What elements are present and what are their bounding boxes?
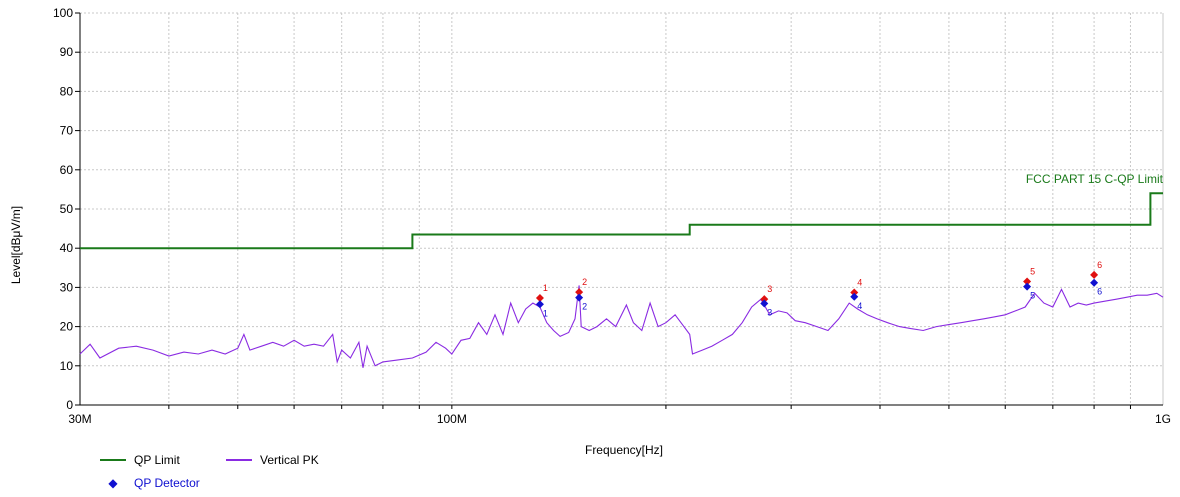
axes: 0 10 20 30 40 50 60 70 80 90 100 30M 100M 1G	[53, 6, 1171, 426]
peak-marker-label: 2	[582, 277, 587, 287]
y-axis-label: Level[dBμV/m]	[9, 206, 23, 284]
peak-marker-label: 4	[857, 277, 862, 287]
x-tick-label: 100M	[437, 412, 467, 426]
qp-detector-marker	[1090, 278, 1099, 287]
y-tick-label: 60	[60, 163, 74, 177]
x-tick-label: 1G	[1155, 412, 1171, 426]
peak-marker	[1090, 270, 1099, 279]
x-axis-label: Frequency[Hz]	[585, 443, 663, 457]
qp-detector-marker	[760, 299, 769, 308]
y-tick-label: 20	[60, 320, 74, 334]
diamond-icon: ◆	[108, 476, 118, 490]
qp-marker-label: 1	[543, 308, 548, 318]
peak-marker	[850, 288, 859, 297]
qp-marker-label: 5	[1030, 291, 1035, 301]
qp-marker-label: 4	[857, 301, 862, 311]
grid	[80, 12, 1164, 406]
legend-qp-detector: ◆ QP Detector	[100, 476, 200, 490]
y-tick-label: 40	[60, 241, 74, 255]
legend-label-vertical-pk: Vertical PK	[260, 453, 319, 467]
peak-marker	[1023, 277, 1032, 286]
peak-marker-label: 3	[767, 284, 772, 294]
qp-detector-marker	[535, 300, 544, 309]
markers: 1 1 2 2 3 3 4 4 5 5 6 6	[535, 260, 1102, 318]
series	[79, 192, 1164, 368]
peak-marker-label: 6	[1097, 260, 1102, 270]
qp-detector-marker	[1023, 282, 1032, 291]
legend-qp-limit: QP Limit	[100, 453, 180, 467]
y-tick-label: 70	[60, 124, 74, 138]
qp-detector-marker	[850, 292, 859, 301]
qp-marker-label: 6	[1097, 287, 1102, 297]
y-tick-label: 30	[60, 280, 74, 294]
qp-limit-line	[80, 192, 1163, 250]
peak-marker	[575, 288, 584, 297]
peak-marker-label: 1	[543, 283, 548, 293]
qp-detector-marker	[575, 293, 584, 302]
peak-marker	[535, 293, 544, 302]
peak-marker-label: 5	[1030, 267, 1035, 277]
peak-marker	[760, 295, 769, 304]
legend-vertical-pk: Vertical PK	[226, 453, 319, 467]
qp-limit-swatch	[100, 459, 126, 461]
legend-label-qp-detector: QP Detector	[134, 476, 200, 490]
y-tick-label: 0	[66, 398, 73, 412]
vertical-pk-swatch	[226, 459, 252, 461]
y-tick-label: 100	[53, 6, 73, 20]
legend-label-qp-limit: QP Limit	[134, 453, 180, 467]
y-tick-label: 90	[60, 45, 74, 59]
qp-marker-label: 2	[582, 302, 587, 312]
qp-marker-label: 3	[767, 307, 772, 317]
y-tick-label: 80	[60, 84, 74, 98]
y-tick-label: 50	[60, 202, 74, 216]
y-tick-label: 10	[60, 359, 74, 373]
vertical-pk-line	[79, 285, 1164, 368]
limit-annotation: FCC PART 15 C-QP Limit	[1026, 172, 1164, 186]
x-tick-label: 30M	[68, 412, 91, 426]
